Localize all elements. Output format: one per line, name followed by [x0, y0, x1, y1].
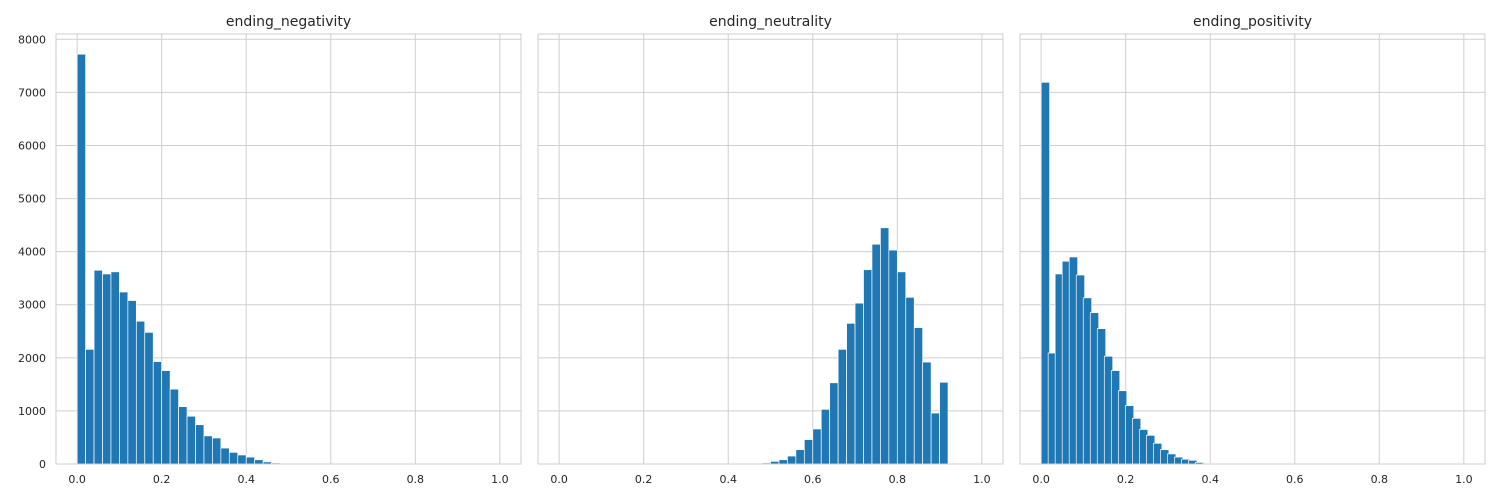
histogram-bar [896, 271, 907, 465]
y-tick-label: 2000 [18, 352, 46, 365]
histogram-bar [169, 388, 179, 465]
histogram-bar [905, 296, 915, 465]
histogram-bar [829, 382, 839, 465]
histogram-bar [203, 435, 213, 465]
x-tick-label: 0.0 [1032, 473, 1050, 486]
histogram-bar [237, 454, 247, 465]
histogram-bar [127, 300, 137, 465]
histogram-bar [846, 322, 856, 465]
y-tick-label: 0 [39, 458, 46, 471]
histogram-bar [119, 291, 129, 465]
chart-title: ending_positivity [1193, 14, 1312, 30]
histogram-bar [888, 249, 898, 465]
subplot-2: ending_neutrality 0.0 0.2 0.4 0.6 0.8 1.0 [537, 14, 1004, 486]
histogram-bar [144, 331, 154, 465]
x-tick-label: 1.0 [1455, 473, 1473, 486]
histogram-bar [76, 53, 86, 465]
histogram-bar [186, 415, 196, 465]
y-tick-label: 7000 [18, 86, 46, 99]
y-tick-label: 3000 [18, 299, 46, 312]
histogram-bar [220, 447, 230, 465]
y-tick-label: 1000 [18, 405, 46, 418]
subplot-1: ending_negativity 0.0 0.2 0.4 0.6 0.8 1.0 0 1000… [18, 14, 522, 486]
histogram-bar [245, 456, 256, 465]
histogram-bar [85, 348, 95, 465]
histogram-bar [110, 271, 120, 465]
x-tick-label: 0.8 [889, 473, 907, 486]
axes-frame [1019, 33, 1486, 465]
y-tick-label: 5000 [18, 193, 46, 206]
histogram-bar [93, 269, 103, 465]
histogram-bar [803, 439, 814, 465]
y-tick-label: 6000 [18, 139, 46, 152]
histogram-bar [871, 243, 881, 465]
histogram-bar [161, 370, 171, 465]
histogram-bar [795, 449, 805, 465]
histogram-bar [102, 273, 112, 465]
subplot-3: ending_positivity 0.0 0.2 0.4 0.6 0.8 1.0 [1019, 14, 1486, 486]
histogram-bar [212, 437, 222, 465]
x-tick-label: 0.0 [68, 473, 86, 486]
histogram-bar [254, 459, 264, 465]
axes-frame [55, 33, 522, 465]
chart-title: ending_negativity [226, 14, 351, 30]
y-tick-label: 8000 [18, 33, 46, 46]
x-tick-label: 0.8 [407, 473, 425, 486]
histogram-bar [787, 455, 797, 465]
histogram-bar [152, 361, 163, 465]
histogram-bar [228, 451, 239, 465]
x-tick-label: 0.8 [1371, 473, 1389, 486]
x-tick-label: 0.4 [719, 473, 737, 486]
x-tick-label: 0.4 [1201, 473, 1219, 486]
axes-frame [537, 33, 1004, 465]
histogram-bar [930, 412, 940, 465]
x-tick-label: 0.6 [1286, 473, 1304, 486]
histogram-bar [178, 406, 188, 465]
x-tick-label: 0.6 [804, 473, 822, 486]
x-tick-label: 1.0 [491, 473, 509, 486]
x-tick-label: 0.4 [237, 473, 255, 486]
histogram-bar [820, 408, 831, 465]
x-tick-label: 0.2 [635, 473, 653, 486]
histogram-bar [939, 381, 949, 465]
x-tick-label: 0.0 [550, 473, 568, 486]
y-tick-label: 4000 [18, 246, 46, 259]
histogram-bar [135, 320, 146, 465]
chart-title: ending_neutrality [709, 14, 832, 30]
histogram-bar [837, 348, 847, 465]
histogram-bar [863, 269, 873, 465]
x-tick-label: 1.0 [973, 473, 991, 486]
histogram-bar [922, 361, 932, 465]
histogram-bar [854, 302, 864, 465]
x-tick-label: 0.6 [322, 473, 340, 486]
x-tick-label: 0.2 [1117, 473, 1135, 486]
histogram-bar [195, 424, 205, 465]
histogram-bar [778, 459, 788, 465]
x-tick-label: 0.2 [153, 473, 171, 486]
histogram-bar [880, 227, 890, 465]
histogram-bar [812, 428, 822, 465]
histogram-bar [913, 327, 924, 465]
